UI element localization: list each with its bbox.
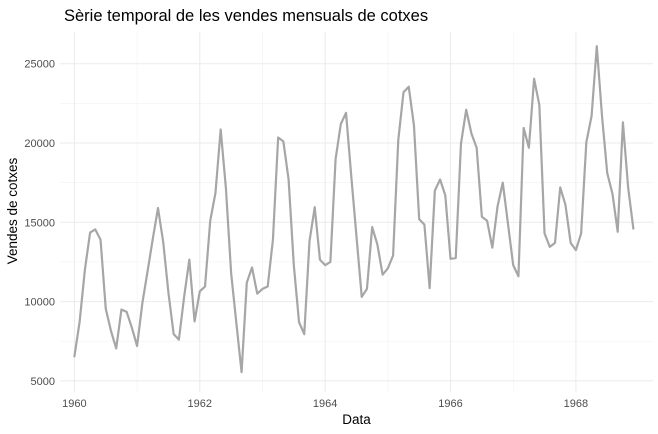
x-tick-label: 1966 — [438, 398, 462, 410]
series-line — [73, 45, 635, 374]
y-tick-label: 25000 — [24, 59, 55, 71]
chart-title: Sèrie temporal de les vendes mensuals de… — [64, 7, 428, 25]
x-tick-label: 1960 — [62, 398, 86, 410]
y-tick-label: 5000 — [31, 376, 55, 388]
y-tick-label: 15000 — [24, 217, 55, 229]
x-axis-title: Data — [342, 412, 371, 427]
x-tick-label: 1968 — [564, 398, 588, 410]
series-group — [73, 45, 635, 374]
x-tick-label: 1962 — [188, 398, 212, 410]
y-axis-ticks: 5000 10000 15000 20000 25000 — [24, 59, 55, 388]
x-tick-label: 1964 — [313, 398, 337, 410]
grid — [60, 32, 653, 392]
y-axis-title: Vendes de cotxes — [5, 157, 20, 264]
y-tick-label: 10000 — [24, 297, 55, 309]
y-tick-label: 20000 — [24, 138, 55, 150]
x-axis-ticks: 1960 1962 1964 1966 1968 — [62, 398, 588, 410]
